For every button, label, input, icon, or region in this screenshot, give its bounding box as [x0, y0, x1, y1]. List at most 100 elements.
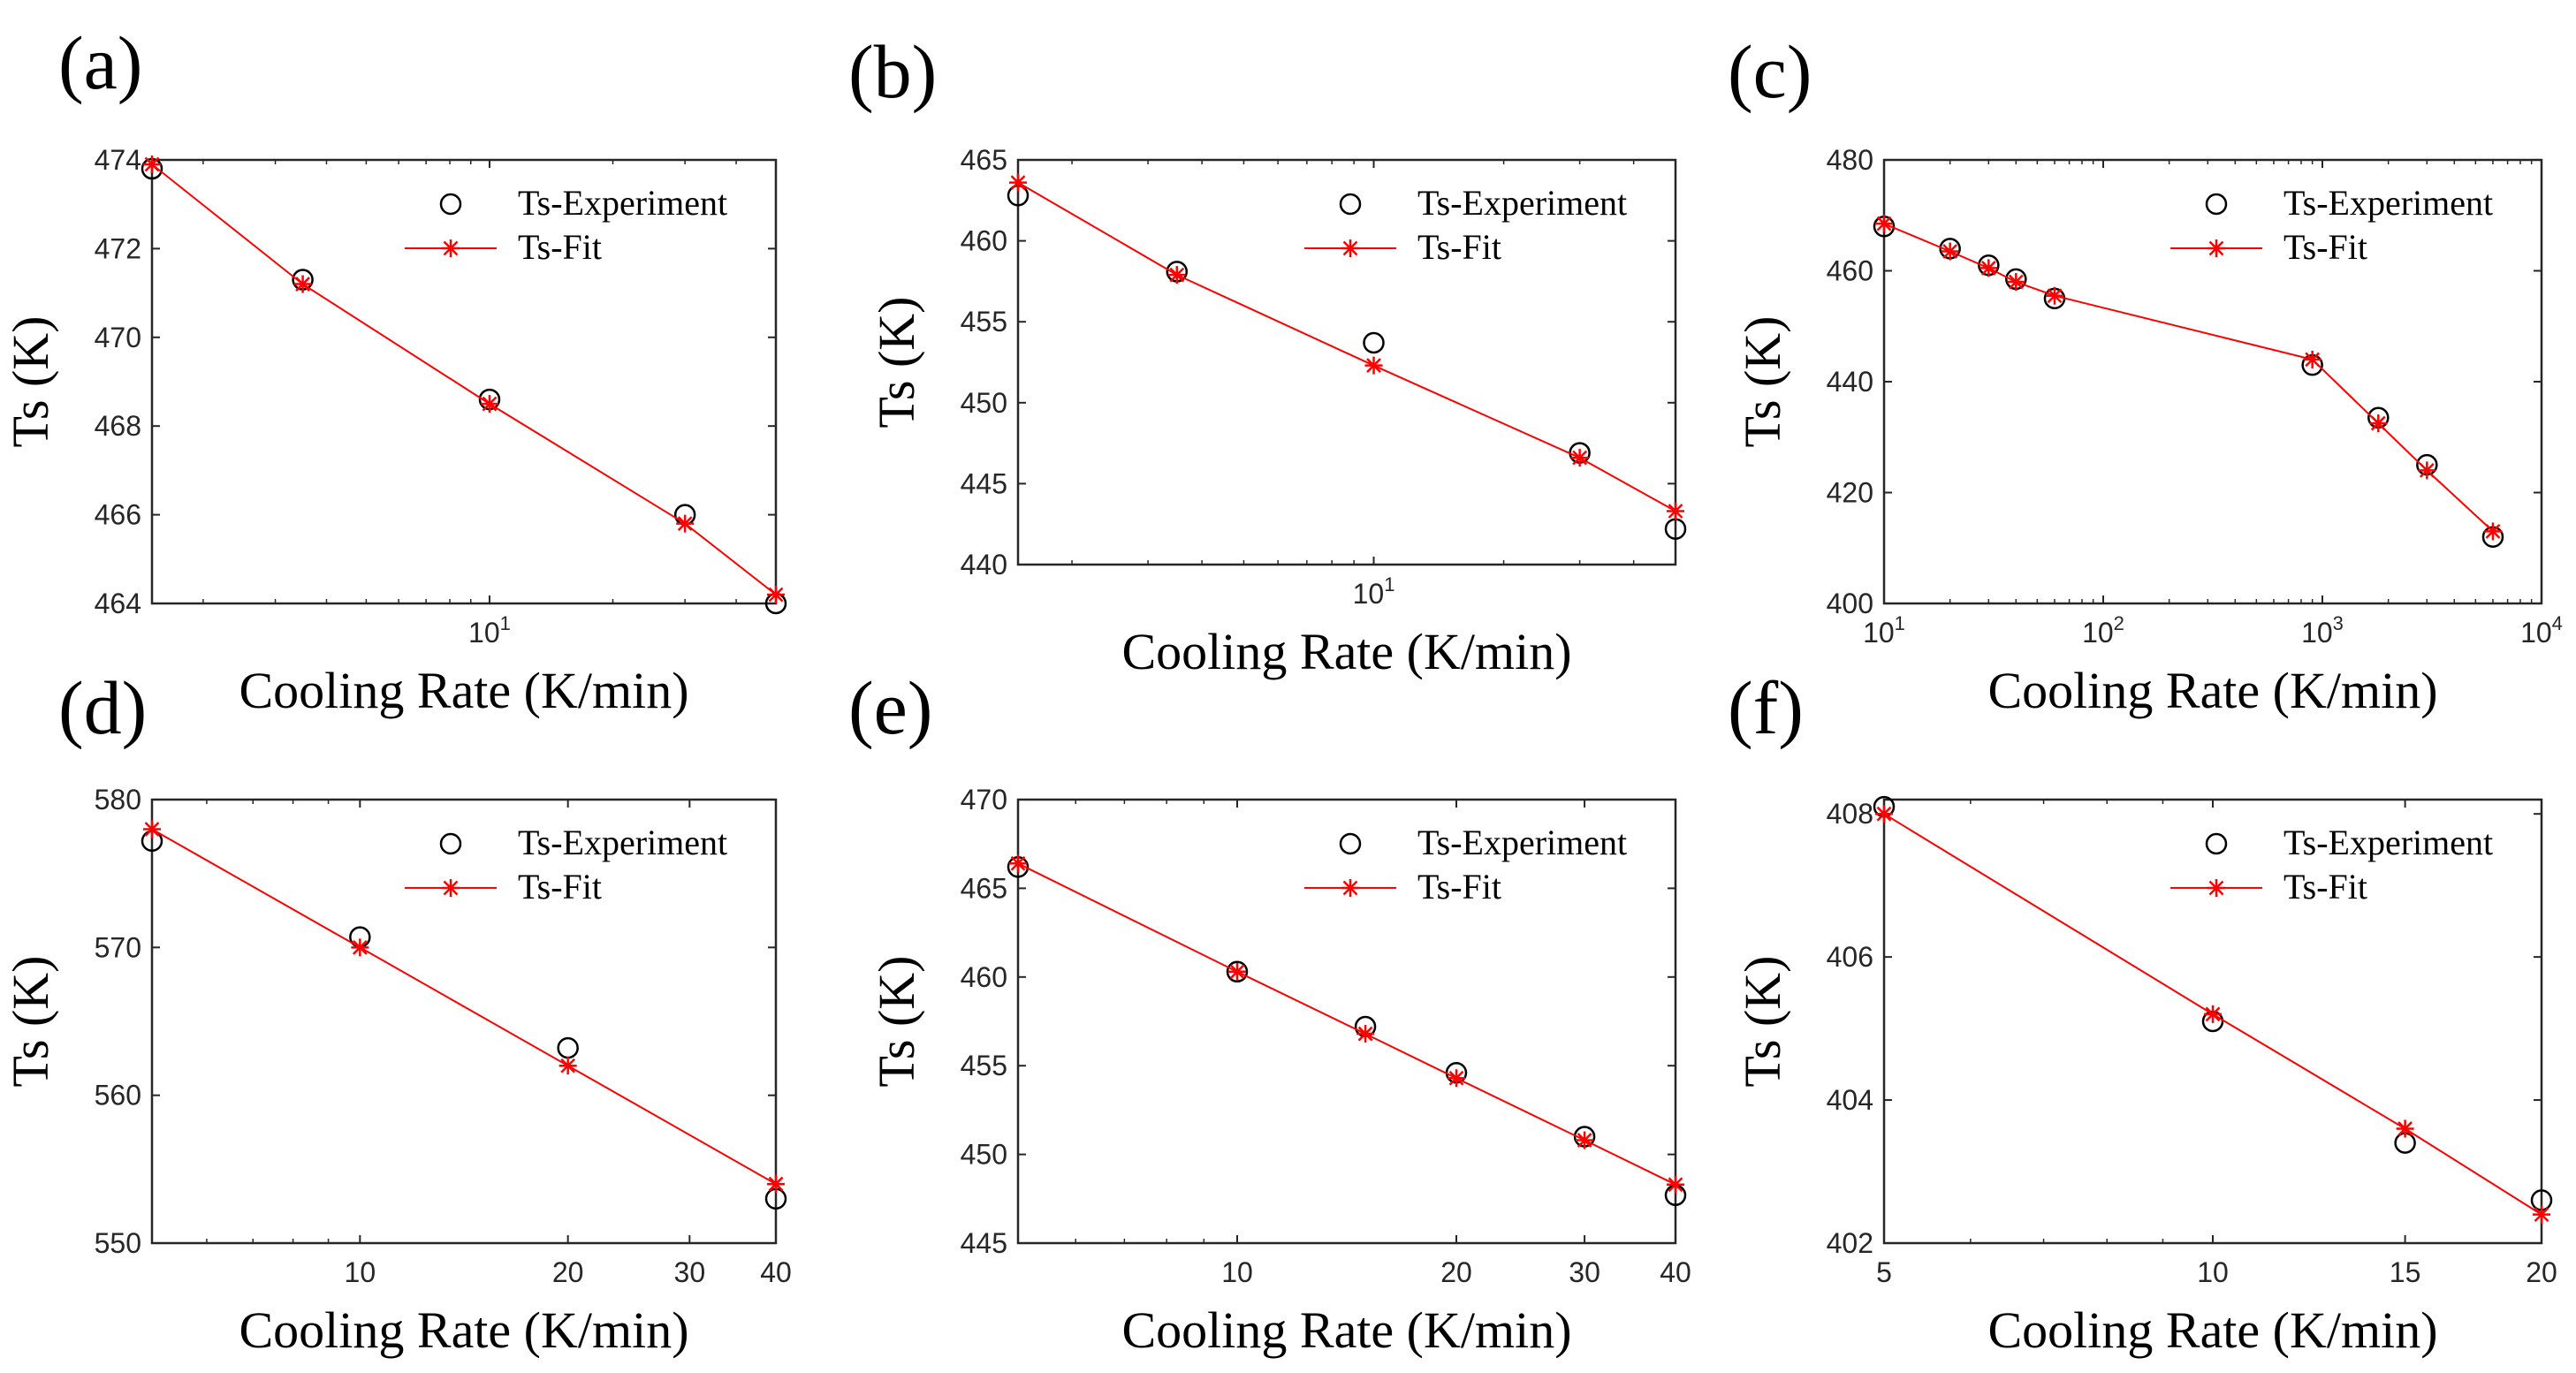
panel-label: (d) [58, 665, 147, 750]
fit-point [2204, 1005, 2222, 1023]
y-tick-label: 464 [95, 588, 141, 619]
fit-point [351, 938, 369, 957]
legend-marker-asterisk [1341, 239, 1359, 257]
chart-panel-c: (c) Cooling Rate (K/min) Ts (K) 400 420 440 46… [1728, 29, 2563, 719]
legend: Ts-Experiment Ts-Fit [405, 823, 727, 906]
x-tick-label: 103 [2301, 612, 2344, 649]
fit-line [1883, 813, 2542, 1216]
y-tick-label: 404 [1827, 1084, 1873, 1116]
legend-entry: Ts-Experiment [2283, 823, 2493, 862]
legend-marker-circle [2205, 832, 2228, 855]
y-tick-label: 450 [961, 1139, 1007, 1171]
fit-point [1228, 962, 1246, 981]
fit-line [1017, 862, 1676, 1186]
y-axis-label: Ts (K) [2, 316, 59, 448]
y-axis-label: Ts (K) [1734, 956, 1791, 1088]
y-tick-label: 465 [961, 144, 1007, 176]
x-tick-label: 10 [345, 1256, 376, 1288]
y-axis-label: Ts (K) [868, 297, 925, 429]
y-tick-label: 580 [95, 784, 141, 815]
x-tick-label: 30 [674, 1256, 706, 1288]
y-tick-label: 480 [1827, 144, 1873, 176]
fit-point [1667, 1175, 1684, 1194]
y-tick-label: 400 [1827, 588, 1873, 619]
x-tick-exponent: 2 [2114, 612, 2124, 634]
y-tick-label: 455 [961, 306, 1007, 338]
x-tick-label: 20 [2526, 1256, 2557, 1288]
x-tick-base: 10 [2082, 617, 2114, 649]
y-tick-label: 420 [1827, 477, 1873, 509]
fit-point [1448, 1069, 1465, 1088]
y-tick-label: 468 [95, 410, 141, 442]
panel-label: (b) [848, 29, 937, 114]
fit-point [1009, 173, 1027, 192]
series-ts-fit [1009, 173, 1684, 520]
x-axis-label: Cooling Rate (K/min) [239, 662, 688, 719]
fit-point [2303, 350, 2321, 368]
chart-panel-e: (e) Cooling Rate (K/min) Ts (K) 445 450 455 46… [848, 665, 1691, 1359]
panel-label: (c) [1728, 29, 1812, 114]
y-tick-label: 570 [95, 931, 141, 963]
panel-label: (a) [58, 20, 142, 105]
series-ts-experiment [1873, 216, 2504, 548]
x-tick-label: 30 [1569, 1256, 1600, 1288]
series-ts-fit [143, 820, 785, 1194]
experiment-point [557, 1036, 579, 1059]
fit-point [2045, 286, 2063, 305]
x-axis-label: Cooling Rate (K/min) [1121, 623, 1571, 680]
experiment-point [1363, 331, 1385, 354]
x-tick-exponent: 3 [2333, 612, 2344, 634]
fit-point [293, 275, 312, 293]
x-tick-base: 10 [2301, 617, 2333, 649]
x-tick-label: 102 [2082, 612, 2124, 649]
legend-marker-circle [1339, 832, 1362, 855]
panel-label: (e) [848, 665, 932, 750]
chart-panel-a: (a) Cooling Rate (K/min) Ts (K) 464 466 468 47… [2, 20, 787, 719]
y-tick-label: 406 [1827, 941, 1873, 973]
fit-point [1941, 242, 1959, 261]
y-tick-label: 472 [95, 232, 141, 264]
legend-entry: Ts-Experiment [518, 823, 727, 862]
legend-entry: Ts-Fit [1417, 227, 1501, 267]
series-ts-fit [143, 156, 785, 603]
legend-entry: Ts-Experiment [2283, 183, 2493, 223]
y-tick-label: 445 [961, 467, 1007, 499]
fit-point [767, 585, 785, 603]
y-tick-label: 470 [95, 322, 141, 353]
legend-marker-circle [2205, 193, 2228, 216]
y-tick-label: 474 [95, 144, 141, 176]
legend-marker-circle [439, 193, 462, 216]
x-axis-label: Cooling Rate (K/min) [1121, 1301, 1571, 1359]
fit-point [2396, 1119, 2414, 1138]
series-ts-fit [1875, 805, 2550, 1224]
legend-marker-circle [439, 832, 462, 855]
legend-marker-asterisk [442, 879, 460, 897]
x-tick-exponent: 1 [500, 612, 511, 634]
x-tick-base: 10 [1863, 617, 1895, 649]
legend-entry: Ts-Fit [2283, 867, 2367, 906]
x-tick-label: 20 [552, 1256, 584, 1288]
y-axis-label: Ts (K) [868, 956, 925, 1088]
y-tick-label: 460 [961, 225, 1007, 257]
legend-entry: Ts-Fit [518, 867, 602, 906]
y-tick-label: 470 [961, 784, 1007, 815]
y-tick-label: 466 [95, 499, 141, 531]
x-tick-label: 40 [760, 1256, 792, 1288]
y-tick-label: 440 [961, 549, 1007, 580]
fit-point [2007, 273, 2025, 292]
legend-entry: Ts-Experiment [1417, 823, 1627, 862]
fit-point [480, 395, 498, 413]
chart-panel-b: (b) Cooling Rate (K/min) Ts (K) 440 445 450 45… [848, 29, 1687, 680]
series-ts-experiment [141, 157, 787, 615]
x-tick-label: 104 [2520, 612, 2563, 649]
axes-box [150, 798, 778, 1245]
axes-box [1882, 158, 2543, 605]
axes-box [150, 158, 778, 605]
series-ts-experiment [1007, 185, 1687, 540]
legend-entry: Ts-Experiment [1417, 183, 1627, 223]
y-axis-label: Ts (K) [2, 956, 59, 1088]
y-tick-label: 460 [961, 961, 1007, 993]
